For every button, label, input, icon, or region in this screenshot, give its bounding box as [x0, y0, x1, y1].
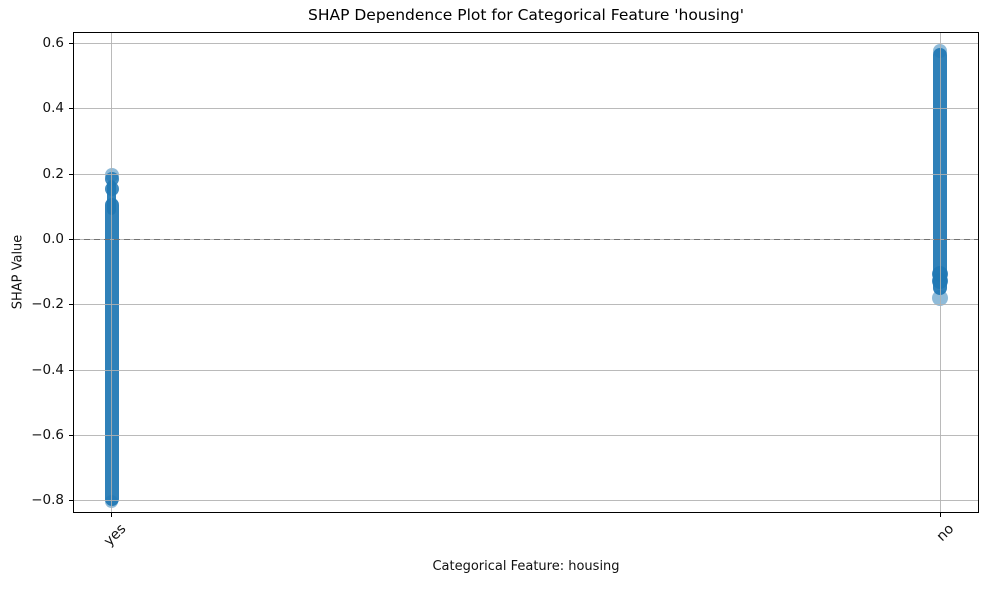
- y-gridline: [74, 369, 978, 371]
- y-tick-label: −0.8: [31, 492, 64, 509]
- y-tick-mark: [69, 173, 73, 175]
- y-tick-mark: [69, 500, 73, 502]
- y-tick-label: 0.2: [42, 165, 64, 182]
- y-tick-label: 0.4: [42, 100, 64, 117]
- y-gridline: [74, 173, 978, 175]
- y-gridline: [74, 435, 978, 437]
- axes-frame: [73, 32, 979, 513]
- y-gridline: [74, 500, 978, 502]
- x-tick-mark: [111, 513, 113, 517]
- y-tick-label: 0.0: [42, 230, 64, 247]
- y-tick-label: −0.2: [31, 296, 64, 313]
- y-gridline: [74, 108, 978, 110]
- y-tick-label: −0.6: [31, 427, 64, 444]
- y-tick-mark: [69, 435, 73, 437]
- x-tick-mark: [939, 513, 941, 517]
- x-gridline: [111, 33, 113, 512]
- y-tick-mark: [69, 42, 73, 44]
- zero-reference-line: [74, 238, 978, 241]
- x-gridline: [939, 33, 941, 512]
- y-gridline: [74, 42, 978, 44]
- y-tick-mark: [69, 238, 73, 240]
- y-tick-label: 0.6: [42, 34, 64, 51]
- y-tick-mark: [69, 369, 73, 371]
- y-tick-mark: [69, 304, 73, 306]
- y-tick-mark: [69, 108, 73, 110]
- y-gridline: [74, 304, 978, 306]
- x-axis-label: Categorical Feature: housing: [432, 559, 620, 574]
- y-tick-label: −0.4: [31, 361, 64, 378]
- chart-title: SHAP Dependence Plot for Categorical Fea…: [308, 6, 744, 24]
